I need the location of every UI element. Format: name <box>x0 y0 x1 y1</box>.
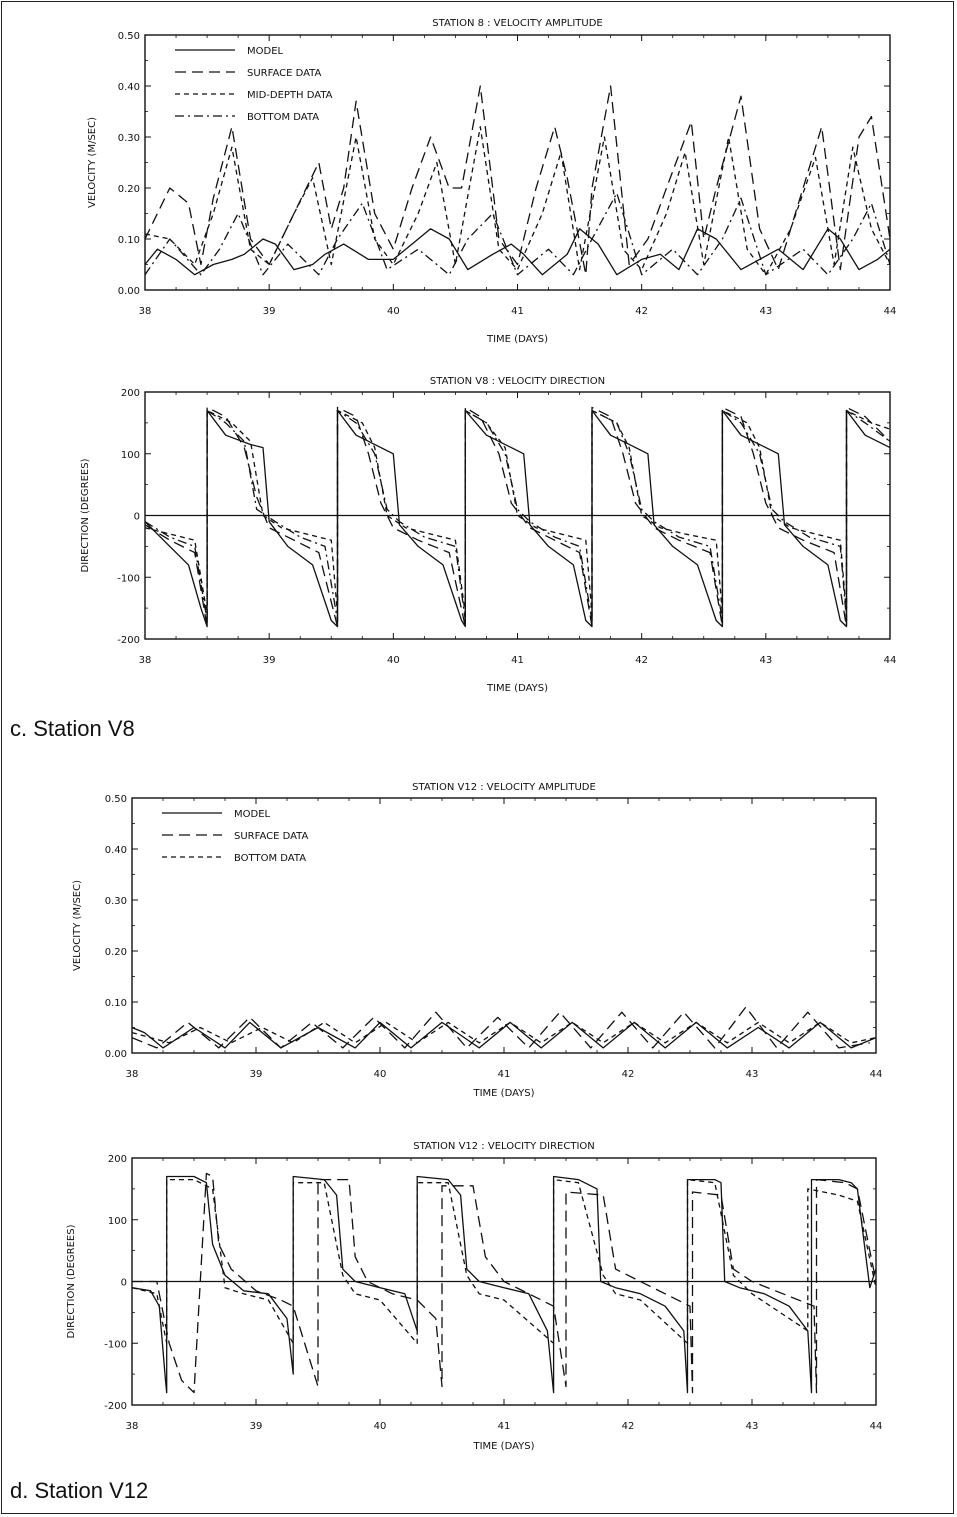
legend-label: MODEL <box>247 46 284 57</box>
x-tick-label: 42 <box>622 1421 635 1432</box>
x-tick-label: 40 <box>374 1069 387 1080</box>
chart-title: STATION V8 : VELOCITY DIRECTION <box>430 376 605 387</box>
series-line-surface-data <box>145 85 890 276</box>
x-tick-label: 42 <box>635 306 648 317</box>
x-tick-label: 43 <box>759 306 772 317</box>
y-tick-label: 0 <box>121 1278 127 1289</box>
x-tick-label: 40 <box>387 306 400 317</box>
x-axis-label: TIME (DAYS) <box>486 683 548 694</box>
x-tick-label: 42 <box>622 1069 635 1080</box>
series-line-2 <box>132 1172 876 1394</box>
y-tick-label: -100 <box>117 573 140 584</box>
legend-label: SURFACE DATA <box>247 68 322 79</box>
x-tick-label: 41 <box>498 1421 511 1432</box>
y-tick-label: 0.40 <box>118 82 140 93</box>
x-tick-label: 39 <box>263 655 276 666</box>
series-line-mid-depth-data <box>145 126 890 276</box>
chart-title: STATION V12 : VELOCITY AMPLITUDE <box>412 782 596 793</box>
y-axis-label: DIRECTION (DEGREES) <box>66 1224 77 1338</box>
chart-v12-direction: STATION V12 : VELOCITY DIRECTION 38 39 40 41… <box>66 1141 883 1452</box>
x-axis-label: TIME (DAYS) <box>486 334 548 345</box>
legend-label: BOTTOM DATA <box>234 853 306 864</box>
x-tick-label: 41 <box>511 306 524 317</box>
x-tick-label: 39 <box>250 1069 263 1080</box>
y-tick-label: 0.10 <box>105 998 127 1009</box>
y-tick-label: -100 <box>104 1339 127 1350</box>
chart-title: STATION V12 : VELOCITY DIRECTION <box>413 1141 595 1152</box>
x-tick-label: 43 <box>759 655 772 666</box>
y-tick-label: 0.20 <box>118 184 140 195</box>
x-tick-label: 44 <box>884 306 897 317</box>
chart-title: STATION 8 : VELOCITY AMPLITUDE <box>432 18 602 29</box>
chart-v8-direction: STATION V8 : VELOCITY DIRECTION 38 39 40 41 4… <box>80 376 897 694</box>
y-axis-label: VELOCITY (M/SEC) <box>72 880 83 971</box>
x-tick-label: 41 <box>511 655 524 666</box>
chart-v12-amplitude: STATION V12 : VELOCITY AMPLITUDE 38 39 40 41… <box>72 782 883 1099</box>
y-tick-label: 0.10 <box>118 235 140 246</box>
x-tick-label: 38 <box>126 1069 139 1080</box>
x-tick-label: 39 <box>263 306 276 317</box>
x-axis-label: TIME (DAYS) <box>472 1441 534 1452</box>
y-tick-label: 100 <box>108 1216 127 1227</box>
y-tick-label: 100 <box>121 450 140 461</box>
series-line-1 <box>145 409 890 628</box>
y-tick-label: -200 <box>117 635 140 646</box>
x-tick-label: 44 <box>870 1421 883 1432</box>
section-label-c: c. Station V8 <box>10 716 135 741</box>
y-tick-label: 0.00 <box>118 286 140 297</box>
legend-label: MID-DEPTH DATA <box>247 90 333 101</box>
y-tick-label: 0.40 <box>105 845 127 856</box>
x-axis-label: TIME (DAYS) <box>472 1088 534 1099</box>
series-line-1 <box>132 1175 876 1394</box>
legend-label: MODEL <box>234 809 271 820</box>
y-tick-label: 0.20 <box>105 947 127 958</box>
x-tick-label: 39 <box>250 1421 263 1432</box>
y-tick-label: 0 <box>134 512 140 523</box>
x-tick-label: 44 <box>884 655 897 666</box>
series-line-2 <box>145 406 890 628</box>
legend-label: SURFACE DATA <box>234 831 309 842</box>
series-line-3 <box>145 409 890 615</box>
x-tick-label: 43 <box>746 1069 759 1080</box>
y-tick-label: 0.50 <box>118 31 140 42</box>
y-tick-label: 0.50 <box>105 794 127 805</box>
x-tick-label: 38 <box>126 1421 139 1432</box>
series-line-bottom-data <box>132 1021 876 1044</box>
x-tick-label: 38 <box>139 655 152 666</box>
series-line-surface-data <box>132 1006 870 1049</box>
x-tick-label: 42 <box>635 655 648 666</box>
x-tick-label: 41 <box>498 1069 511 1080</box>
series-line-bottom-data <box>145 192 890 276</box>
y-axis-label: VELOCITY (M/SEC) <box>87 117 98 208</box>
x-tick-label: 40 <box>387 655 400 666</box>
y-tick-label: 0.30 <box>105 896 127 907</box>
x-tick-label: 38 <box>139 306 152 317</box>
x-tick-label: 43 <box>746 1421 759 1432</box>
legend-label: BOTTOM DATA <box>247 112 319 123</box>
y-tick-label: 200 <box>108 1154 127 1165</box>
y-tick-label: 0.00 <box>105 1049 127 1060</box>
y-tick-label: -200 <box>104 1401 127 1412</box>
y-tick-label: 200 <box>121 388 140 399</box>
section-label-d: d. Station V12 <box>10 1478 149 1503</box>
series-line-model <box>145 228 890 276</box>
x-tick-label: 40 <box>374 1421 387 1432</box>
series-line-3 <box>132 1178 876 1344</box>
y-tick-label: 0.30 <box>118 133 140 144</box>
series-line-model <box>132 1021 876 1049</box>
y-axis-label: DIRECTION (DEGREES) <box>80 458 91 572</box>
x-tick-label: 44 <box>870 1069 883 1080</box>
chart-v8-amplitude: STATION 8 : VELOCITY AMPLITUDE 38 39 40 41 42… <box>87 18 897 345</box>
